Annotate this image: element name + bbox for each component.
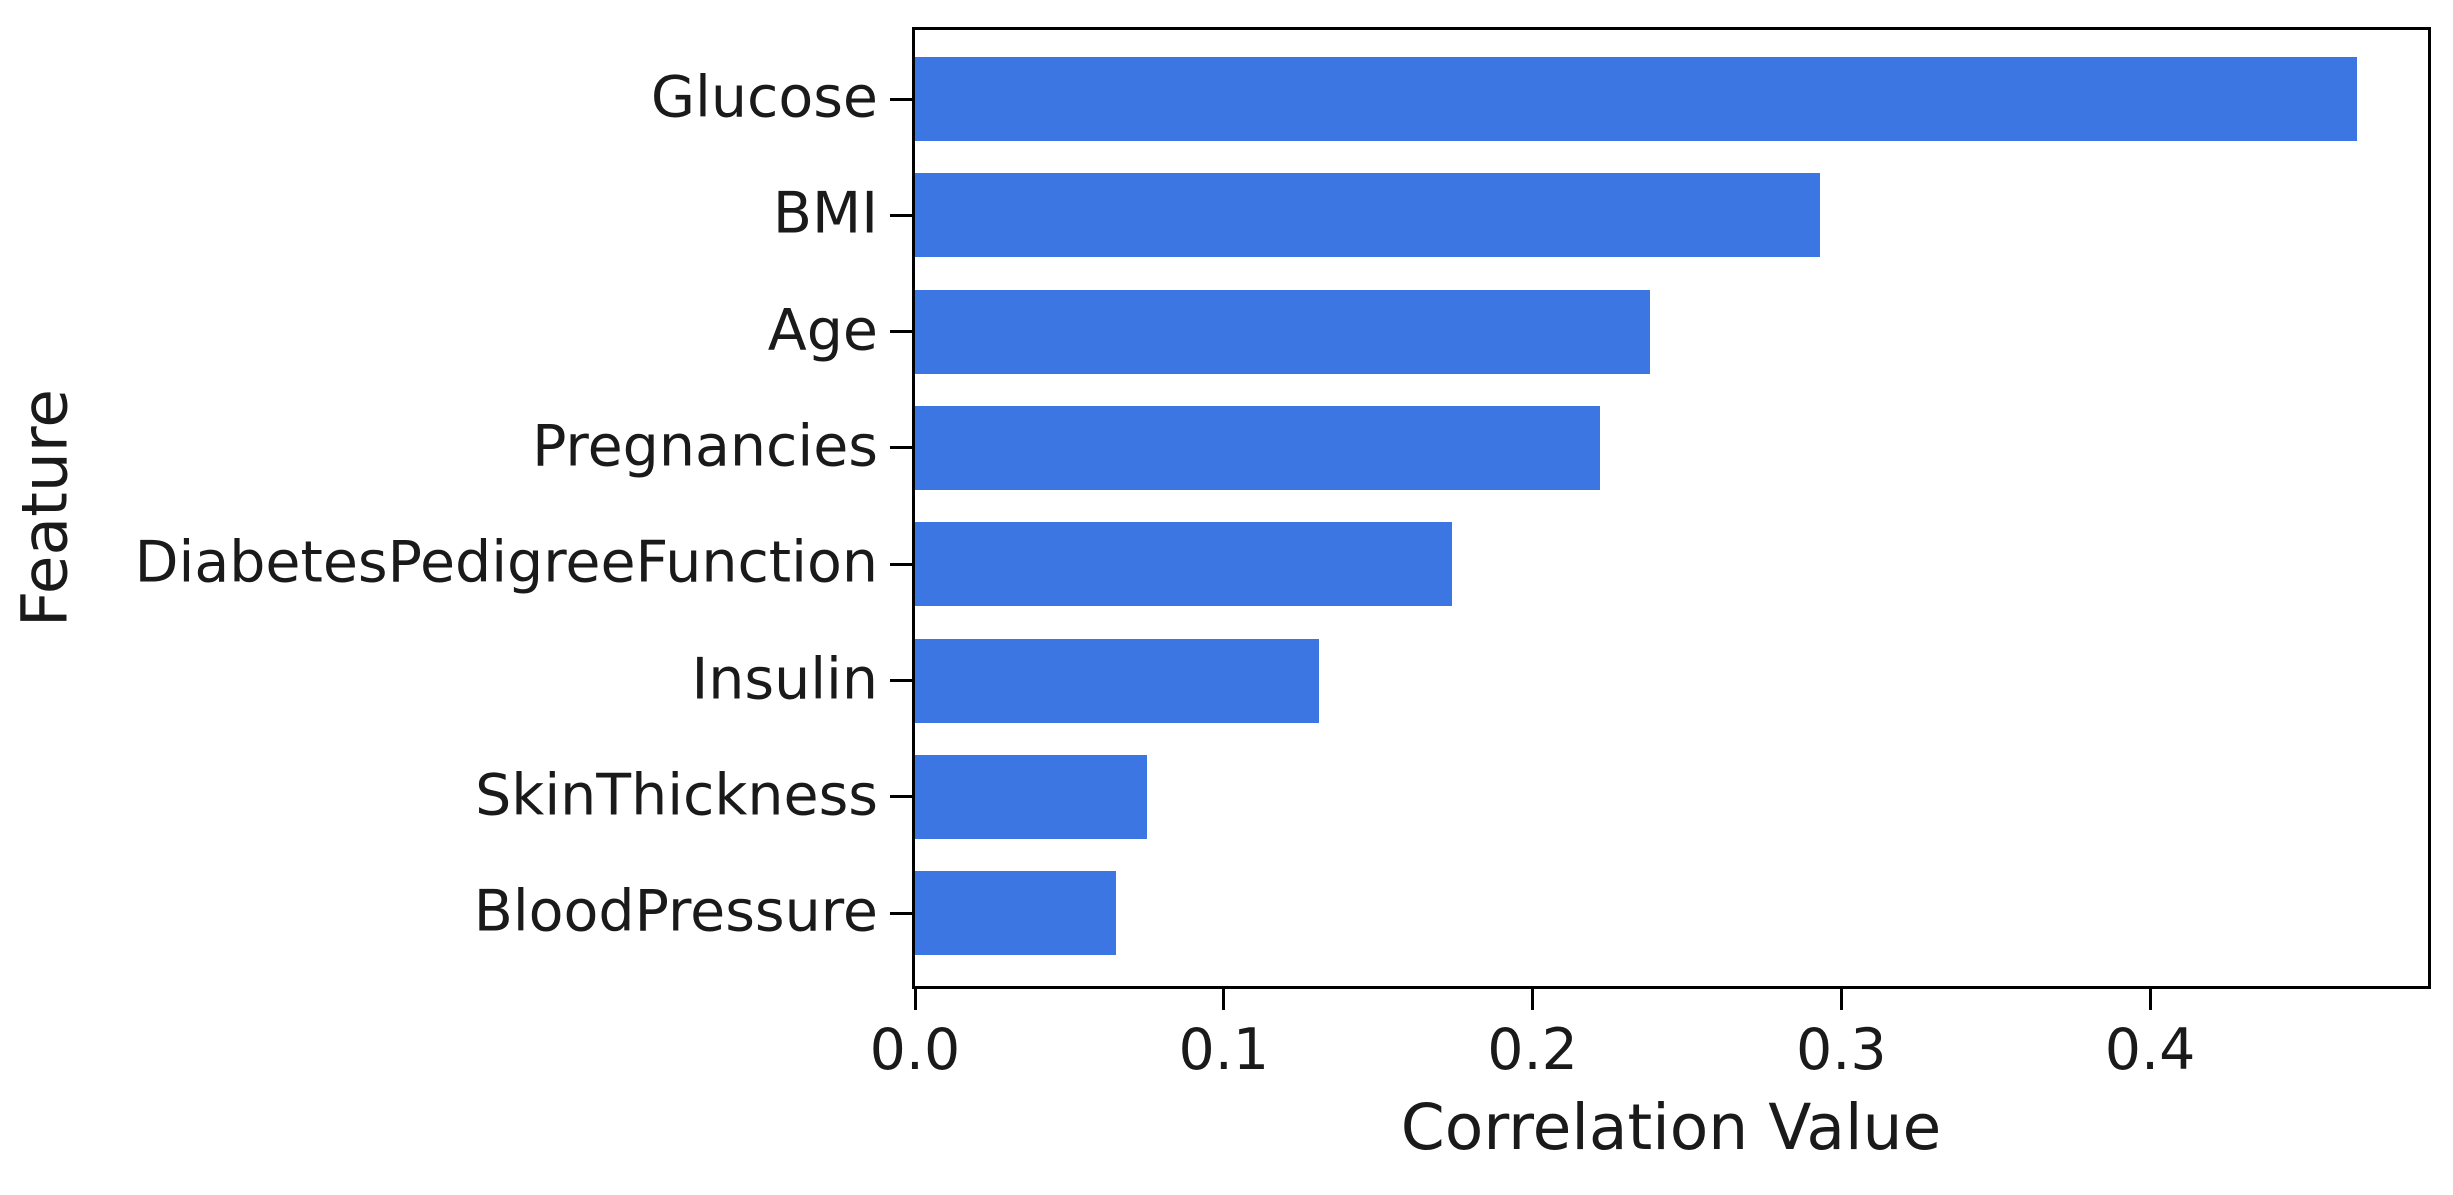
x-tick-label-0.3: 0.3 xyxy=(1795,1017,1887,1083)
x-tick-label-0.2: 0.2 xyxy=(1487,1017,1578,1083)
bar-diabetespedigreefunction xyxy=(915,522,1452,607)
y-tick-glucose xyxy=(890,97,915,101)
bar-skinthickness xyxy=(915,754,1147,839)
x-axis-label: Correlation Value xyxy=(1400,1091,1942,1164)
x-tick-0.1 xyxy=(1222,986,1226,1010)
y-tick-pregnancies xyxy=(890,446,915,450)
y-tick-diabetespedigreefunction xyxy=(890,562,915,566)
y-tick-label-insulin: Insulin xyxy=(691,645,878,712)
x-tick-0.4 xyxy=(2148,986,2152,1010)
y-tick-label-glucose: Glucose xyxy=(650,64,878,131)
x-tick-label-0.1: 0.1 xyxy=(1178,1017,1270,1083)
y-tick-label-bmi: BMI xyxy=(772,180,878,247)
x-tick-0.2 xyxy=(1531,986,1535,1010)
y-tick-label-skinthickness: SkinThickness xyxy=(475,762,878,829)
y-axis-label: Feature xyxy=(8,388,82,628)
x-tick-0.0 xyxy=(913,986,917,1010)
bar-bmi xyxy=(915,173,1820,258)
bar-bloodpressure xyxy=(915,871,1116,956)
y-tick-label-bloodpressure: BloodPressure xyxy=(473,878,878,945)
y-tick-skinthickness xyxy=(890,795,915,799)
y-tick-insulin xyxy=(890,679,915,682)
y-tick-label-diabetespedigreefunction: DiabetesPedigreeFunction xyxy=(134,529,878,596)
y-tick-bmi xyxy=(890,213,915,217)
plot-area xyxy=(912,27,2431,989)
x-tick-label-0.4: 0.4 xyxy=(2104,1017,2196,1083)
bar-pregnancies xyxy=(915,405,1600,490)
x-tick-0.3 xyxy=(1839,986,1843,1010)
y-tick-age xyxy=(890,330,915,334)
bar-glucose xyxy=(915,57,2357,141)
y-tick-label-pregnancies: Pregnancies xyxy=(532,413,878,480)
y-tick-bloodpressure xyxy=(890,911,915,915)
y-tick-label-age: Age xyxy=(767,296,878,363)
bar-insulin xyxy=(915,638,1319,723)
x-tick-label-0.0: 0.0 xyxy=(869,1017,961,1083)
bar-age xyxy=(915,289,1650,374)
